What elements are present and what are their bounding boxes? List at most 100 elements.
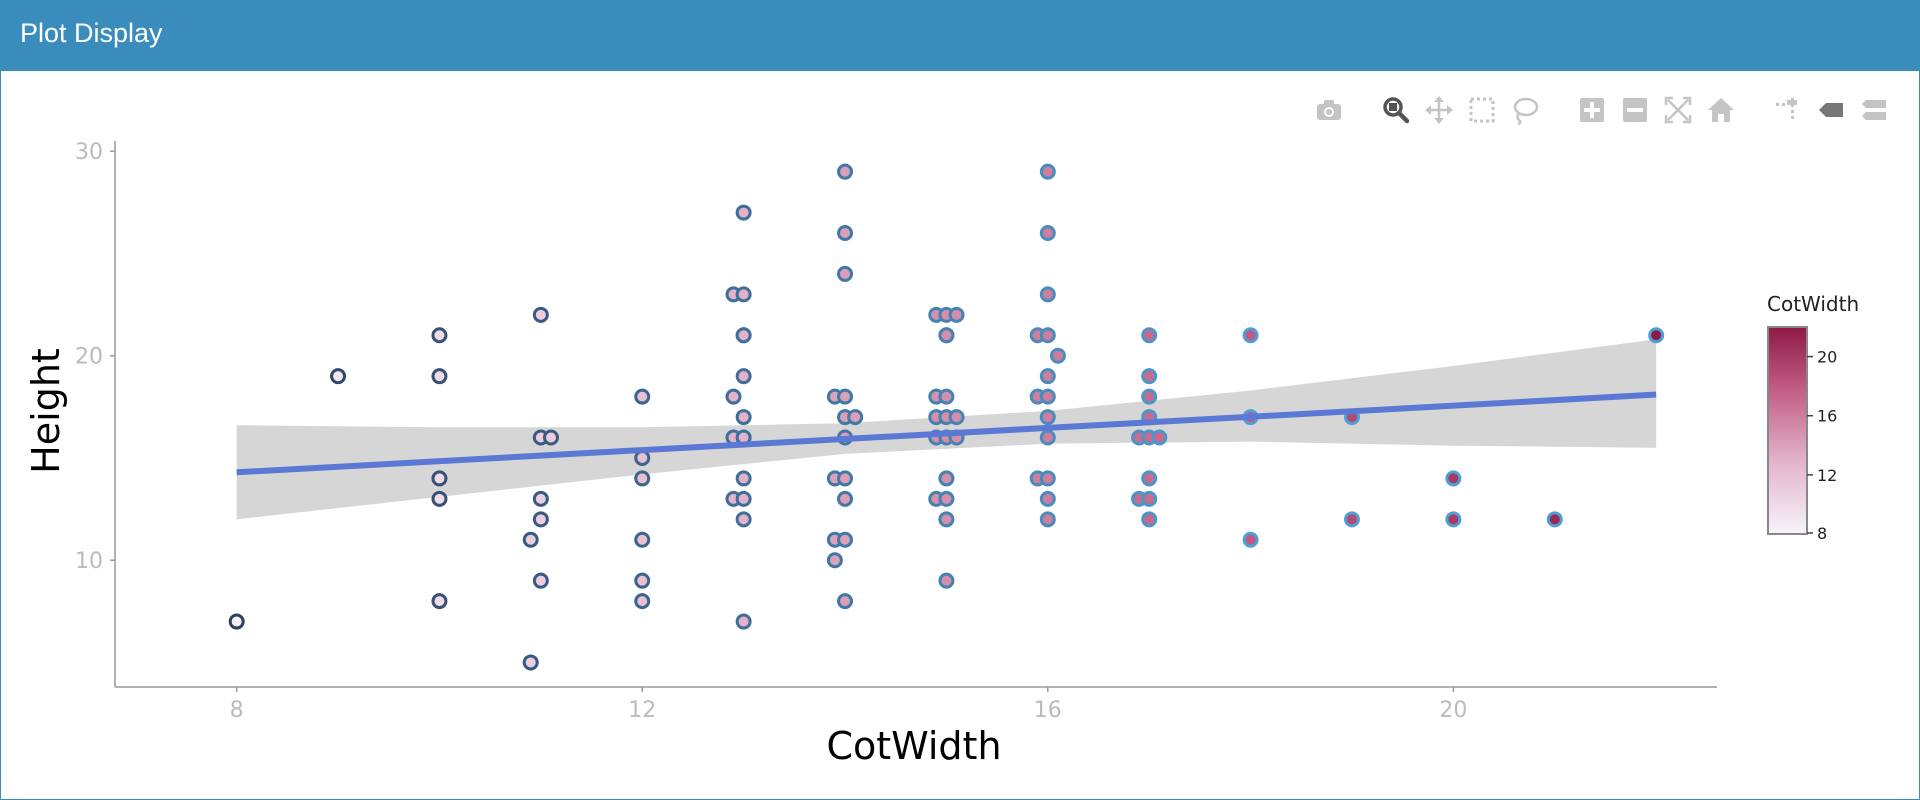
- panel-header: Plot Display: [1, 1, 1919, 71]
- data-point: [431, 593, 448, 610]
- colorbar-legend: CotWidth 8 12 16 20: [1767, 292, 1859, 543]
- data-point: [938, 470, 955, 487]
- data-point: [1039, 388, 1056, 405]
- y-tick-label: 10: [75, 549, 103, 574]
- y-tick-label: 20: [75, 345, 103, 370]
- data-point: [431, 470, 448, 487]
- data-point: [1039, 225, 1056, 242]
- data-point: [1141, 327, 1158, 344]
- autoscale-icon[interactable]: [1661, 93, 1695, 127]
- data-point: [1546, 511, 1563, 528]
- data-point: [1039, 511, 1056, 528]
- data-point: [847, 409, 864, 426]
- data-point: [837, 163, 854, 180]
- data-point: [735, 409, 752, 426]
- scatter-plot[interactable]: 8 12 16 20 10 20 30 CotWidth Height CotWidth 8…: [1, 71, 1919, 799]
- regression-line: [236, 391, 1657, 476]
- data-point: [330, 368, 347, 385]
- data-point: [735, 490, 752, 507]
- data-point: [1445, 470, 1462, 487]
- panel-title: Plot Display: [20, 18, 163, 48]
- data-point: [948, 306, 965, 323]
- data-point: [431, 368, 448, 385]
- data-point: [1343, 511, 1360, 528]
- data-point: [431, 327, 448, 344]
- hover-closest-icon[interactable]: [1814, 93, 1848, 127]
- data-point: [948, 409, 965, 426]
- reset-axes-icon[interactable]: [1704, 93, 1738, 127]
- zoom-in-icon[interactable]: [1575, 93, 1609, 127]
- hover-compare-icon[interactable]: [1857, 93, 1891, 127]
- colorbar-tick-label: 16: [1817, 407, 1837, 426]
- confidence-band-area: [236, 339, 1657, 520]
- colorbar-tick-label: 8: [1817, 524, 1827, 543]
- data-point: [1141, 388, 1158, 405]
- lasso-select-icon[interactable]: [1508, 93, 1542, 127]
- data-point: [634, 470, 651, 487]
- axes: 8 12 16 20 10 20 30: [75, 140, 1717, 723]
- data-point: [1141, 490, 1158, 507]
- data-point: [735, 286, 752, 303]
- data-point: [634, 593, 651, 610]
- data-point: [1141, 470, 1158, 487]
- x-tick-label: 16: [1034, 698, 1062, 723]
- data-point: [837, 490, 854, 507]
- confidence-band: [236, 339, 1657, 520]
- data-point: [532, 511, 549, 528]
- data-point: [532, 572, 549, 589]
- trend-line: [236, 391, 1657, 476]
- colorbar-gradient: [1767, 326, 1808, 535]
- data-point: [1648, 327, 1665, 344]
- modebar: [1303, 93, 1891, 127]
- y-tick-label: 30: [75, 140, 103, 165]
- zoom-out-icon[interactable]: [1618, 93, 1652, 127]
- data-point: [1039, 470, 1056, 487]
- data-point: [634, 388, 651, 405]
- data-point: [837, 388, 854, 405]
- data-point: [1242, 531, 1259, 548]
- colorbar-tick-label: 12: [1817, 466, 1837, 485]
- data-point: [1141, 511, 1158, 528]
- data-point: [1151, 429, 1168, 446]
- data-point: [938, 572, 955, 589]
- data-point: [1039, 490, 1056, 507]
- data-point: [735, 368, 752, 385]
- data-point: [532, 490, 549, 507]
- data-point: [1039, 286, 1056, 303]
- zoom-icon[interactable]: [1379, 93, 1413, 127]
- data-point: [826, 552, 843, 569]
- data-point: [532, 306, 549, 323]
- data-point: [634, 449, 651, 466]
- spike-lines-icon[interactable]: [1771, 93, 1805, 127]
- data-point: [837, 470, 854, 487]
- y-axis-title: Height: [24, 348, 68, 474]
- x-tick-label: 20: [1439, 698, 1467, 723]
- data-point: [837, 531, 854, 548]
- data-point: [1039, 327, 1056, 344]
- data-point: [1049, 347, 1066, 364]
- camera-icon[interactable]: [1312, 93, 1346, 127]
- data-point: [1445, 511, 1462, 528]
- data-point: [735, 327, 752, 344]
- data-points: [228, 163, 1665, 671]
- colorbar-tick-label: 20: [1817, 348, 1837, 367]
- box-select-icon[interactable]: [1465, 93, 1499, 127]
- data-point: [1039, 163, 1056, 180]
- x-axis-title: CotWidth: [826, 724, 1001, 768]
- pan-icon[interactable]: [1422, 93, 1456, 127]
- x-tick-label: 12: [628, 698, 656, 723]
- data-point: [837, 593, 854, 610]
- data-point: [1039, 368, 1056, 385]
- data-point: [1039, 429, 1056, 446]
- colorbar-title: CotWidth: [1767, 292, 1859, 316]
- data-point: [735, 613, 752, 630]
- data-point: [431, 490, 448, 507]
- data-point: [735, 511, 752, 528]
- data-point: [634, 572, 651, 589]
- data-point: [1242, 327, 1259, 344]
- data-point: [1039, 409, 1056, 426]
- data-point: [735, 470, 752, 487]
- data-point: [1141, 368, 1158, 385]
- data-point: [634, 531, 651, 548]
